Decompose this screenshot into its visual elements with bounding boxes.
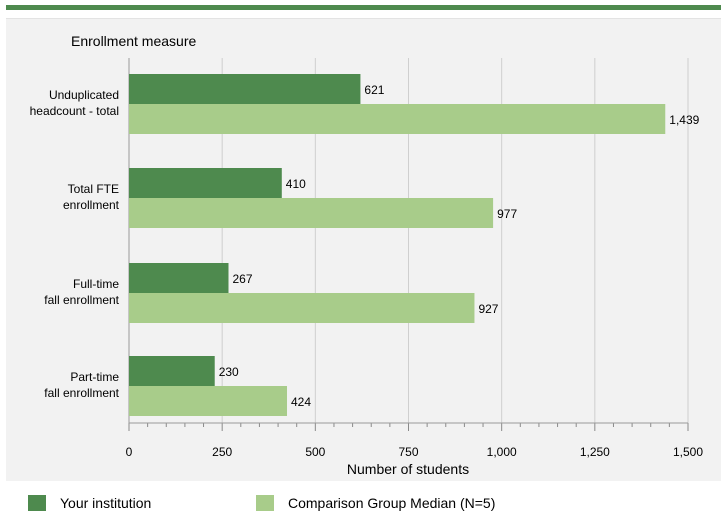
category-label-line: headcount - total [30,104,119,118]
x-tick-label: 500 [305,445,325,459]
chart-panel [6,18,721,481]
category-label-line: Part-time [70,370,119,384]
legend-swatch-comparison-group [256,495,274,511]
legend-item-comparison-group: Comparison Group Median (N=5) [256,494,495,512]
x-tick-label: 1,250 [580,445,610,459]
legend: Your institution Comparison Group Median… [0,484,727,516]
data-label: 410 [286,177,306,191]
category-label-line: Unduplicated [49,88,119,102]
labels: 0 250 500 750 1,000 1,250 1,500 621 1,439 Undupli… [30,83,704,459]
top-rule [6,5,721,10]
data-label: 424 [291,395,311,409]
category-label-line: enrollment [63,198,120,212]
bar [129,263,229,293]
data-label: 267 [233,272,253,286]
bar [129,356,215,386]
bar [129,198,494,228]
x-tick-label: 1,000 [487,445,517,459]
category-label: Unduplicated headcount - total [30,88,119,118]
legend-item-your-institution: Your institution [28,494,151,512]
category-label: Full-time fall enrollment [44,277,119,307]
bar [129,168,282,198]
bar [129,104,666,134]
x-tick-label: 1,500 [673,445,703,459]
category-label-line: Total FTE [68,182,119,196]
data-label: 927 [478,302,498,316]
data-label: 230 [219,365,239,379]
legend-label-your-institution: Your institution [60,495,152,511]
category-label-line: Full-time [73,277,119,291]
bar [129,293,475,323]
chart-title: Enrollment measure [71,33,196,49]
legend-label-comparison-group: Comparison Group Median (N=5) [288,495,496,511]
data-label: 977 [497,207,517,221]
category-label-line: fall enrollment [44,386,119,400]
bars [129,74,666,416]
bar [129,74,361,104]
x-tick-label: 0 [126,445,133,459]
x-axis-label: Number of students [347,461,469,477]
category-label-line: fall enrollment [44,293,119,307]
x-tick-label: 250 [212,445,232,459]
x-tick-label: 750 [398,445,418,459]
category-label: Total FTE enrollment [63,182,120,212]
data-label: 1,439 [669,113,699,127]
bar-chart: Enrollment measure 0 250 500 750 1,000 1,250 1… [30,33,704,477]
category-label: Part-time fall enrollment [44,370,119,400]
legend-swatch-your-institution [28,495,46,511]
data-label: 621 [364,83,384,97]
bar [129,386,288,416]
